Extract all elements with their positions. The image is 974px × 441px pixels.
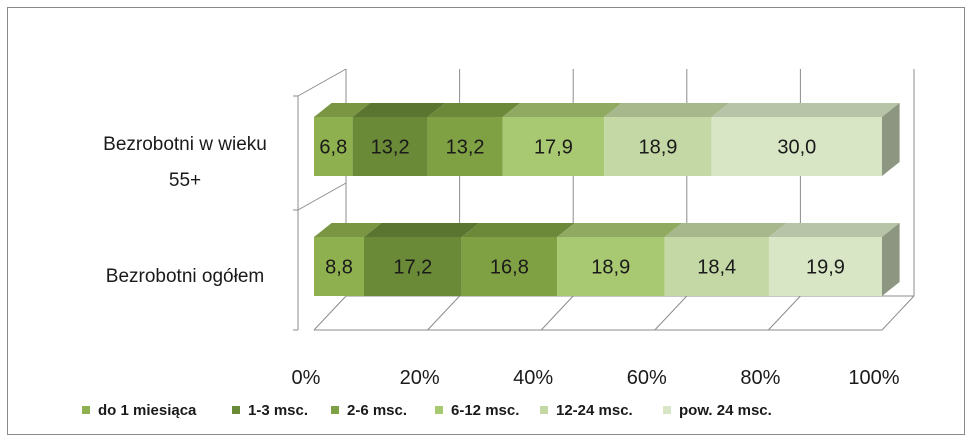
floor-line-5 (881, 295, 915, 331)
legend-label-1: 1-3 msc. (248, 402, 308, 419)
data-label-1-5: 19,9 (806, 257, 845, 279)
x-tick-label-4: 80% (740, 367, 780, 389)
bar-top-1-1 (363, 223, 480, 237)
bar-top-1-5 (768, 223, 900, 237)
floor-line-3 (654, 295, 688, 331)
bar-top-0-1 (352, 103, 446, 117)
legend-swatch-0 (82, 406, 90, 414)
x-tick-label-1: 20% (400, 367, 440, 389)
x-tick-label-5: 100% (848, 367, 899, 389)
wall-top-diag (297, 68, 347, 97)
bar-side-0 (882, 103, 900, 176)
bar-segment-1-2 (461, 237, 558, 296)
bar-top-1-0 (314, 223, 382, 237)
floor-line-2 (540, 295, 574, 331)
data-label-0-0: 6,8 (319, 137, 347, 159)
legend-label-0: do 1 miesiąca (98, 402, 197, 419)
bar-segment-1-5 (768, 237, 882, 296)
bar-segment-1-0 (314, 237, 364, 296)
legend-label-4: 12-24 msc. (556, 402, 633, 419)
x-tick-label-3: 60% (627, 367, 667, 389)
legend-label-3: 6-12 msc. (451, 402, 519, 419)
category-label-0-0: Bezrobotni w wieku (103, 134, 267, 155)
legend-swatch-1 (232, 406, 240, 414)
data-label-0-5: 30,0 (777, 137, 816, 159)
data-label-0-4: 18,9 (638, 137, 677, 159)
bar-top-0-2 (427, 103, 521, 117)
category-label-0-1: 55+ (169, 170, 201, 191)
wall-mid-diag (297, 182, 347, 211)
bar-segment-0-4 (604, 117, 712, 176)
bar-top-0-0 (314, 103, 371, 117)
x-tick-label-0: 0% (292, 367, 321, 389)
data-label-1-3: 18,9 (591, 257, 630, 279)
bar-top-1-4 (664, 223, 787, 237)
bar-segment-1-1 (363, 237, 462, 296)
bar-top-0-3 (502, 103, 622, 117)
bar-segment-1-4 (664, 237, 769, 296)
data-label-0-1: 13,2 (371, 137, 410, 159)
bar-top-1-3 (557, 223, 683, 237)
floor-line-4 (768, 295, 801, 331)
bar-side-1 (882, 223, 900, 296)
legend-swatch-2 (331, 406, 339, 414)
data-label-1-4: 18,4 (697, 257, 736, 279)
floor-line-1 (427, 295, 460, 331)
bar-segment-0-3 (502, 117, 605, 176)
bar-segment-0-0 (314, 117, 353, 176)
chart-frame (7, 7, 965, 435)
data-label-1-2: 16,8 (490, 257, 529, 279)
bar-segment-0-2 (427, 117, 503, 176)
x-tick-label-2: 40% (513, 367, 553, 389)
bar-top-0-4 (604, 103, 730, 117)
legend-swatch-5 (663, 406, 671, 414)
bar-segment-1-3 (557, 237, 665, 296)
category-label-1-0: Bezrobotni ogółem (106, 266, 264, 287)
legend-swatch-3 (435, 406, 443, 414)
bar-top-0-5 (711, 103, 900, 117)
floor-line-0 (313, 295, 347, 331)
bar-top-1-2 (461, 223, 575, 237)
legend-label-5: pow. 24 msc. (679, 402, 772, 419)
legend-swatch-4 (540, 406, 548, 414)
data-label-1-1: 17,2 (393, 257, 432, 279)
bar-segment-0-5 (711, 117, 882, 176)
data-label-1-0: 8,8 (325, 257, 353, 279)
data-label-0-2: 13,2 (446, 137, 485, 159)
data-label-0-3: 17,9 (534, 137, 573, 159)
bar-segment-0-1 (352, 117, 428, 176)
legend-label-2: 2-6 msc. (347, 402, 407, 419)
